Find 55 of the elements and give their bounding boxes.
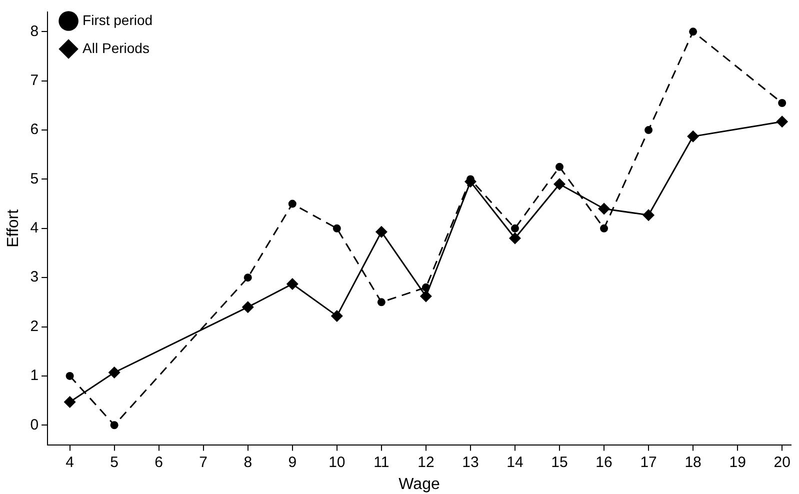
x-tick-label: 13 <box>462 454 479 471</box>
x-tick-label: 6 <box>154 454 164 471</box>
x-tick-label: 7 <box>199 454 208 471</box>
y-tick-label: 2 <box>30 318 39 335</box>
point <box>642 209 655 222</box>
point <box>510 224 519 232</box>
x-tick-label: 12 <box>418 454 434 471</box>
point <box>598 202 610 215</box>
y-tick-label: 3 <box>30 268 39 286</box>
point <box>689 28 698 36</box>
point <box>242 301 254 314</box>
point <box>108 366 120 379</box>
y-tick-label: 1 <box>30 367 39 384</box>
point <box>375 226 388 238</box>
x-tick-label: 20 <box>774 454 790 471</box>
y-tick-label: 7 <box>30 72 39 89</box>
x-tick-label: 15 <box>551 454 568 471</box>
point <box>420 290 432 302</box>
x-tick-label: 16 <box>596 454 612 471</box>
y-tick-label: 5 <box>30 170 39 188</box>
point <box>286 278 298 290</box>
x-axis-title: Wage <box>398 476 440 493</box>
x-tick-label: 9 <box>288 454 297 471</box>
y-tick-label: 4 <box>30 220 39 237</box>
x-tick-label: 19 <box>729 454 746 471</box>
point <box>377 298 386 306</box>
y-tick-label: 6 <box>30 121 39 138</box>
point <box>288 200 296 208</box>
point <box>508 232 521 244</box>
point <box>64 396 76 408</box>
point <box>110 421 118 430</box>
point <box>244 274 252 282</box>
point <box>554 178 566 190</box>
point <box>332 224 341 232</box>
point <box>644 126 653 134</box>
y-tick-label: 0 <box>30 416 39 434</box>
x-tick-label: 10 <box>328 454 346 471</box>
x-tick-label: 14 <box>506 454 524 471</box>
legend-label: All Periods <box>82 40 150 56</box>
point <box>776 116 788 128</box>
point <box>778 98 786 107</box>
y-axis-title: Effort <box>5 208 22 248</box>
x-tick-label: 5 <box>110 454 118 471</box>
x-tick-label: 18 <box>684 454 702 471</box>
point <box>687 130 700 142</box>
x-tick-label: 17 <box>640 454 657 471</box>
point <box>556 162 564 171</box>
point <box>330 310 343 322</box>
x-tick-label: 8 <box>244 454 252 471</box>
point <box>66 372 74 380</box>
x-tick-label: 11 <box>374 454 390 471</box>
legend-label: First period <box>82 12 153 28</box>
point <box>600 224 608 232</box>
x-tick-label: 4 <box>66 454 74 471</box>
y-tick-label: 8 <box>30 22 39 40</box>
